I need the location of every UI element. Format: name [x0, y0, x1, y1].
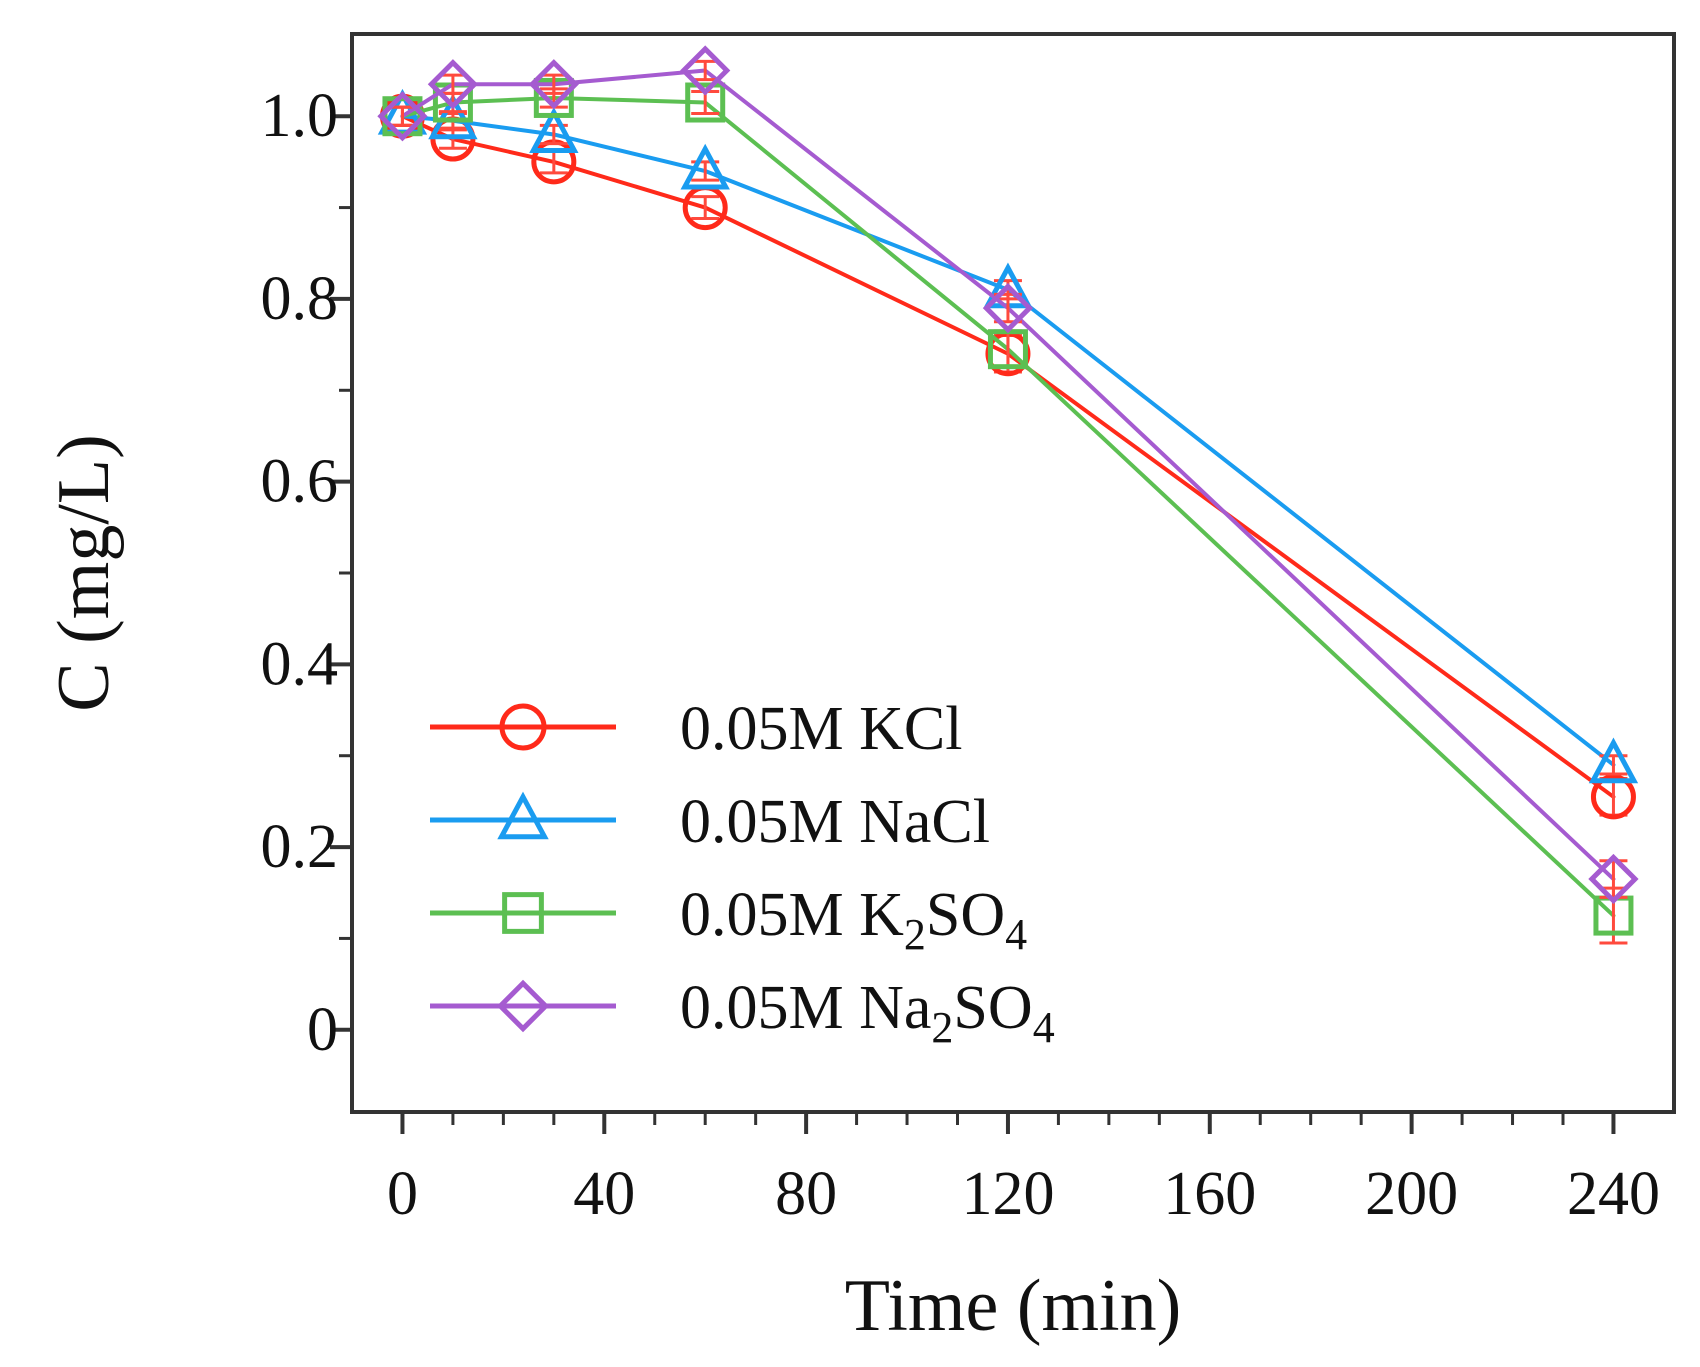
x-tick-label: 200 — [1365, 1160, 1458, 1228]
x-tick-label: 80 — [775, 1160, 837, 1228]
data-point — [377, 91, 428, 142]
data-point — [427, 59, 479, 110]
legend-label-main: 0.05M KCl — [680, 695, 962, 763]
x-tick-label: 160 — [1163, 1160, 1256, 1228]
series-line — [400, 114, 1616, 767]
series-group — [382, 77, 1634, 945]
y-tick-label: 0.6 — [261, 448, 339, 516]
x-tick-label: 120 — [961, 1160, 1054, 1228]
series-line — [400, 95, 1616, 918]
series-group — [377, 45, 1639, 905]
legend-item: 0.05M K2SO4 — [430, 881, 1027, 959]
y-tick-label: 0.2 — [261, 813, 339, 881]
y-tick-label: 0 — [307, 996, 338, 1064]
legend-label: 0.05M Na2SO4 — [680, 974, 1055, 1052]
data-point — [529, 107, 579, 153]
legend-label-tail: SO — [926, 881, 1005, 949]
series-line — [400, 68, 1616, 882]
legend-label-subscript: 4 — [1033, 1003, 1055, 1052]
data-point — [680, 45, 731, 96]
series-group — [377, 88, 1639, 784]
x-axis-label: Time (min) — [845, 1265, 1181, 1347]
data-point — [685, 82, 726, 123]
legend-item: 0.05M NaCl — [430, 788, 990, 856]
legend-label: 0.05M KCl — [680, 695, 962, 763]
x-tick-label: 240 — [1567, 1160, 1660, 1228]
series-line — [400, 114, 1616, 799]
legend-item: 0.05M KCl — [430, 695, 962, 763]
legend-label-subscript: 2 — [931, 1003, 953, 1052]
data-point — [382, 96, 423, 137]
legend-label-subscript: 4 — [1005, 910, 1027, 959]
y-tick-label: 0.4 — [261, 630, 339, 698]
data-point — [982, 282, 1034, 334]
y-tick-label: 0.8 — [261, 265, 339, 333]
y-tick-label: 1.0 — [261, 82, 339, 150]
data-point — [1590, 774, 1636, 820]
legend-label-tail: SO — [953, 974, 1032, 1042]
legend-label-main: 0.05M K — [680, 881, 904, 949]
data-point — [528, 59, 579, 110]
data-series — [377, 45, 1639, 945]
y-axis-label: C (mg/L) — [43, 434, 125, 711]
data-point — [1588, 853, 1639, 905]
legend-label-main: 0.05M NaCl — [680, 788, 990, 856]
legend-label-subscript: 2 — [904, 910, 926, 959]
legend-marker — [497, 791, 549, 840]
legend-label: 0.05M K2SO4 — [680, 881, 1027, 959]
data-point — [680, 143, 730, 190]
legend-marker — [496, 979, 550, 1033]
legend-label: 0.05M NaCl — [680, 788, 990, 856]
x-tick-label: 40 — [573, 1160, 635, 1228]
series-group — [379, 93, 1636, 820]
data-point — [1588, 737, 1639, 784]
legend-marker — [499, 703, 547, 751]
x-tick-label: 0 — [387, 1160, 418, 1228]
legend-label-main: 0.05M Na — [680, 974, 931, 1042]
legend-item: 0.05M Na2SO4 — [430, 974, 1055, 1052]
legend-marker — [502, 892, 544, 934]
axis-ticks: 0 40 80 120 160 200 240 0 0.2 0.4 0.6 0.8 1.0 — [261, 82, 1660, 1228]
